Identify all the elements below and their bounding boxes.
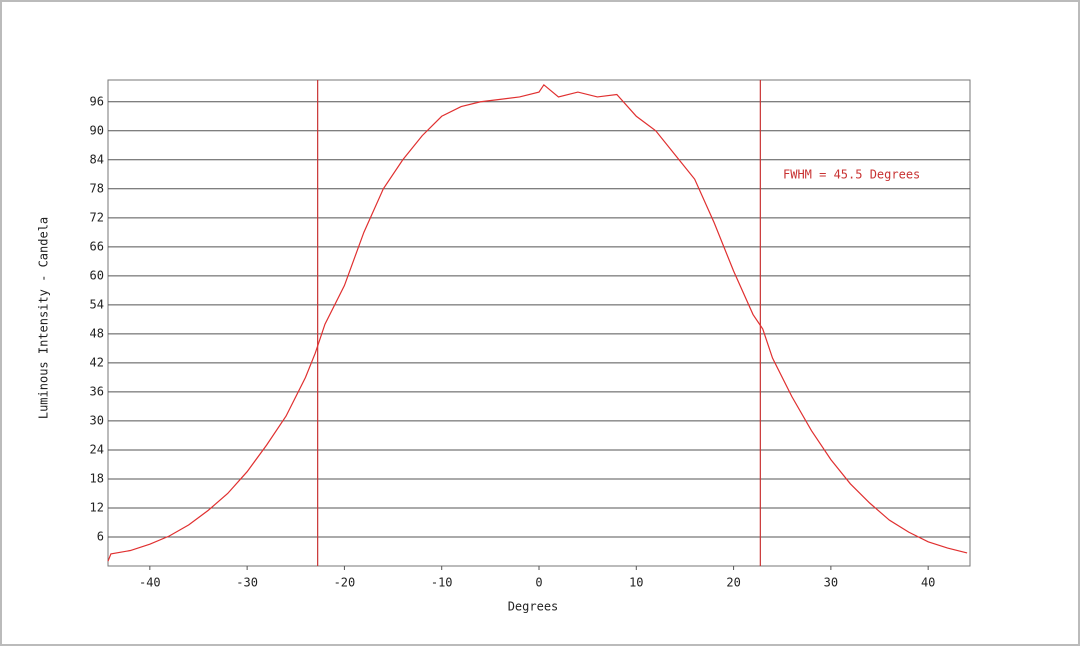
- y-tick-label: 60: [90, 268, 104, 282]
- y-tick-label: 24: [90, 442, 104, 456]
- y-tick-label: 30: [90, 413, 104, 427]
- plot-area: [107, 79, 971, 567]
- x-tick-label: -10: [431, 576, 453, 590]
- y-tick-label: 18: [90, 471, 104, 485]
- x-tick-label: 10: [629, 576, 643, 590]
- x-tick-label: -40: [139, 576, 161, 590]
- y-tick-label: 54: [90, 297, 104, 311]
- x-tick-label: 0: [535, 576, 542, 590]
- y-axis-label: Luminous Intensity - Candela: [37, 217, 51, 419]
- y-tick-label: 48: [90, 326, 104, 340]
- x-tick-label: -20: [334, 576, 356, 590]
- annotation: FWHM = 45.5 Degrees: [783, 168, 920, 182]
- x-tick-label: -30: [236, 576, 258, 590]
- y-tick-label: 72: [90, 210, 104, 224]
- x-tick-label: 20: [726, 576, 740, 590]
- y-tick-label: 90: [90, 123, 104, 137]
- y-tick-label: 6: [97, 529, 104, 543]
- y-tick-label: 96: [90, 94, 104, 108]
- y-tick-label: 78: [90, 181, 104, 195]
- y-tick-label: 66: [90, 239, 104, 253]
- x-tick-label: 40: [921, 576, 935, 590]
- y-tick-label: 36: [90, 384, 104, 398]
- y-tick-label: 84: [90, 152, 104, 166]
- x-tick-label: 30: [824, 576, 838, 590]
- y-tick-label: 42: [90, 355, 104, 369]
- x-axis-label: Degrees: [508, 600, 559, 614]
- data-line: [107, 83, 968, 562]
- y-tick-label: 12: [90, 500, 104, 514]
